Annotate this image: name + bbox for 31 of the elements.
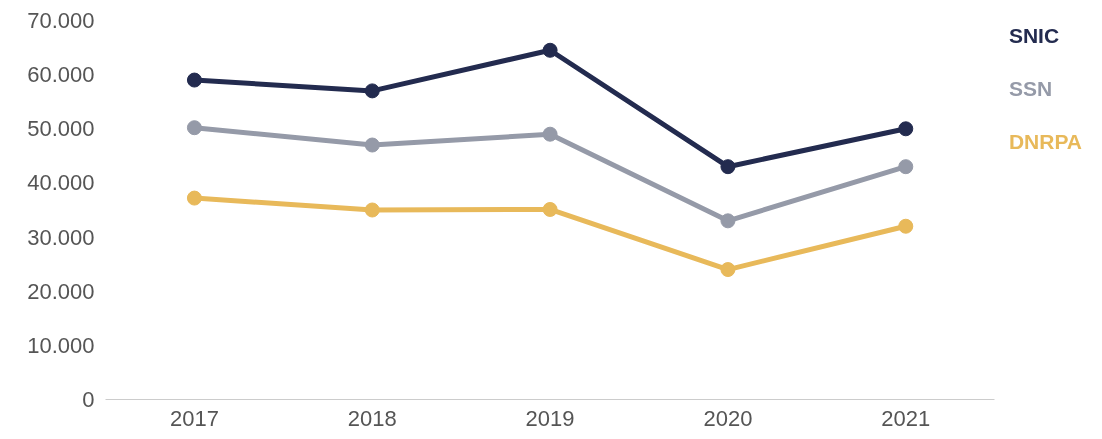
point [364,202,380,218]
y-tick-label: 40.000 [27,170,95,196]
x-tick-label: 2018 [347,405,397,431]
point [542,201,558,217]
text: SSN [1008,77,1053,101]
x-tick-label: 2017 [169,405,219,431]
point [542,126,558,142]
point [186,120,202,136]
point [364,137,380,153]
point [364,83,380,99]
point [720,262,736,278]
y-tick-label: 50.000 [27,116,95,142]
y-tick-label: 70.000 [27,8,95,33]
point [542,42,558,58]
x-tick-label: 2020 [703,405,753,431]
point [898,121,914,137]
y-tick-label: 30.000 [27,224,95,250]
point [186,190,202,206]
point [720,159,736,175]
y-tick-label: 10.000 [27,332,95,358]
text: DNRPA [1008,130,1083,154]
point [898,159,914,175]
y-tick-label: 0 [82,387,95,412]
point [720,213,736,229]
point [898,218,914,234]
y-tick-label: 20.000 [27,278,95,304]
text: SNIC [1008,24,1060,48]
point [186,72,202,88]
y-tick-label: 60.000 [27,62,95,88]
x-tick-label: 2019 [525,405,575,431]
x-tick-label: 2021 [881,405,931,431]
